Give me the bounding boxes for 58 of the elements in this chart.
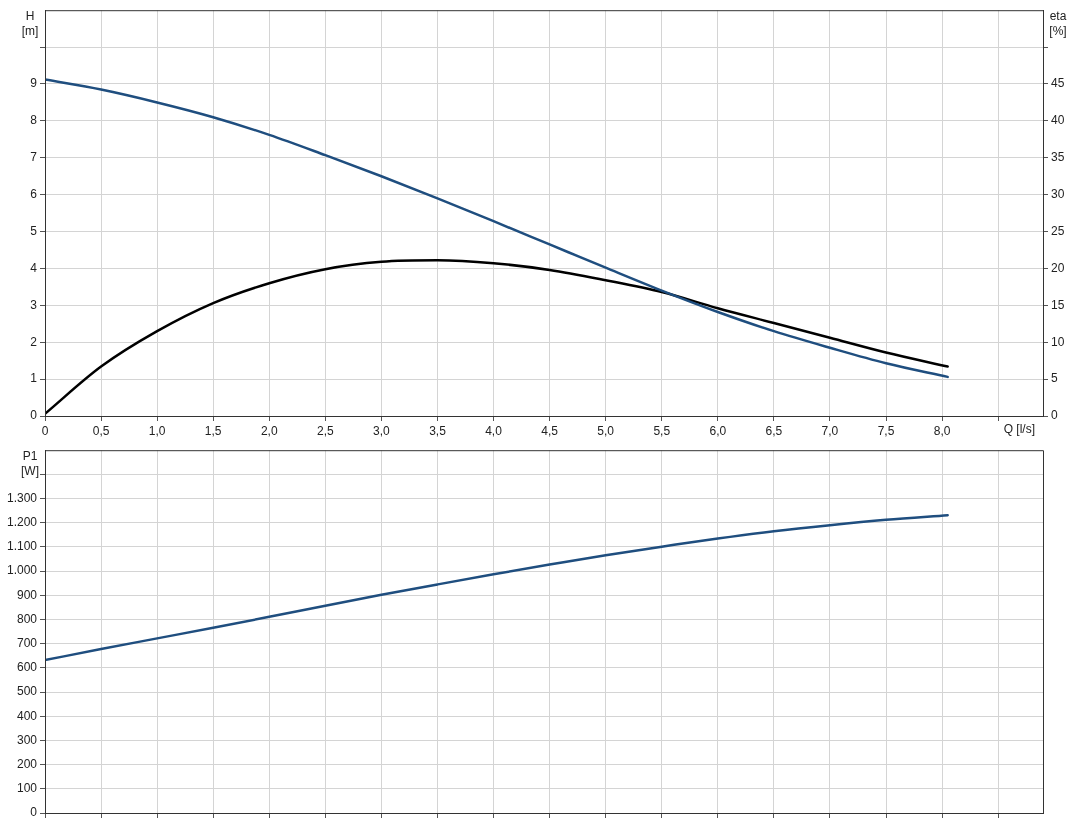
y-tick-label: 200 xyxy=(16,756,38,771)
y2-tick-label: 40 xyxy=(1051,113,1065,128)
y-tick-label: 9 xyxy=(30,76,38,91)
x-tick-label: 4,0 xyxy=(485,423,503,438)
y-tick-label: 1.000 xyxy=(6,563,38,578)
x-tick-label: 5,0 xyxy=(597,423,615,438)
x-tick-label: 7,0 xyxy=(821,423,839,438)
y-tick-label: 0 xyxy=(30,408,38,423)
y-tick-label: 100 xyxy=(16,781,38,796)
y-axis-title: P1 [W] xyxy=(21,448,39,478)
y2-tick-label: 25 xyxy=(1051,223,1065,238)
y2-tick-label: 15 xyxy=(1051,297,1065,312)
y-tick-label: 1.100 xyxy=(6,539,38,554)
y-tick-label: 7 xyxy=(30,150,38,165)
x-tick-label: 2,5 xyxy=(316,423,334,438)
y2-tick-label: 45 xyxy=(1051,76,1065,91)
x-tick-label: 0 xyxy=(41,423,49,438)
y-tick-label: 4 xyxy=(30,260,38,275)
x-tick-label: 6,5 xyxy=(765,423,783,438)
x-tick-label: 4,5 xyxy=(541,423,559,438)
y-tick-label: 1 xyxy=(30,371,38,386)
y-tick-label: 0 xyxy=(30,805,38,820)
x-tick-label: 5,5 xyxy=(653,423,671,438)
y-tick-label: 500 xyxy=(16,684,38,699)
y-tick-label: 1.300 xyxy=(6,490,38,505)
y-tick-label: 800 xyxy=(16,611,38,626)
y-tick-label: 3 xyxy=(30,297,38,312)
x-tick-label: 0,5 xyxy=(92,423,110,438)
y-tick-label: 6 xyxy=(30,186,38,201)
y-tick-label: 8 xyxy=(30,113,38,128)
y-tick-label: 5 xyxy=(30,223,38,238)
y-tick-label: 700 xyxy=(16,636,38,651)
x-tick-label: 3,0 xyxy=(373,423,391,438)
y2-axis-title: eta [%] xyxy=(1049,8,1067,38)
y-tick-label: 1.200 xyxy=(6,515,38,530)
y-tick-label: 400 xyxy=(16,708,38,723)
y2-tick-label: 0 xyxy=(1051,408,1058,423)
x-tick-label: 2,0 xyxy=(260,423,278,438)
y2-tick-label: 35 xyxy=(1051,150,1065,165)
x-axis-title: Q [l/s] xyxy=(1003,422,1035,437)
x-tick-label: 3,5 xyxy=(429,423,447,438)
x-tick-label: 1,5 xyxy=(204,423,222,438)
line-series xyxy=(45,514,949,662)
y2-tick-label: 10 xyxy=(1051,334,1065,349)
x-tick-label: 8,0 xyxy=(933,423,951,438)
x-tick-label: 6,0 xyxy=(709,423,727,438)
line-series xyxy=(45,78,949,379)
y-tick-label: 300 xyxy=(16,732,38,747)
line-series xyxy=(45,259,949,416)
y-tick-label: 2 xyxy=(30,334,38,349)
y2-tick-label: 20 xyxy=(1051,260,1065,275)
x-tick-label: 1,0 xyxy=(148,423,166,438)
y-axis-title: H [m] xyxy=(21,8,39,38)
y-tick-label: 600 xyxy=(16,660,38,675)
y-tick-label: 900 xyxy=(16,587,38,602)
y2-tick-label: 30 xyxy=(1051,186,1065,201)
y2-tick-label: 5 xyxy=(1051,371,1058,386)
x-tick-label: 7,5 xyxy=(877,423,895,438)
